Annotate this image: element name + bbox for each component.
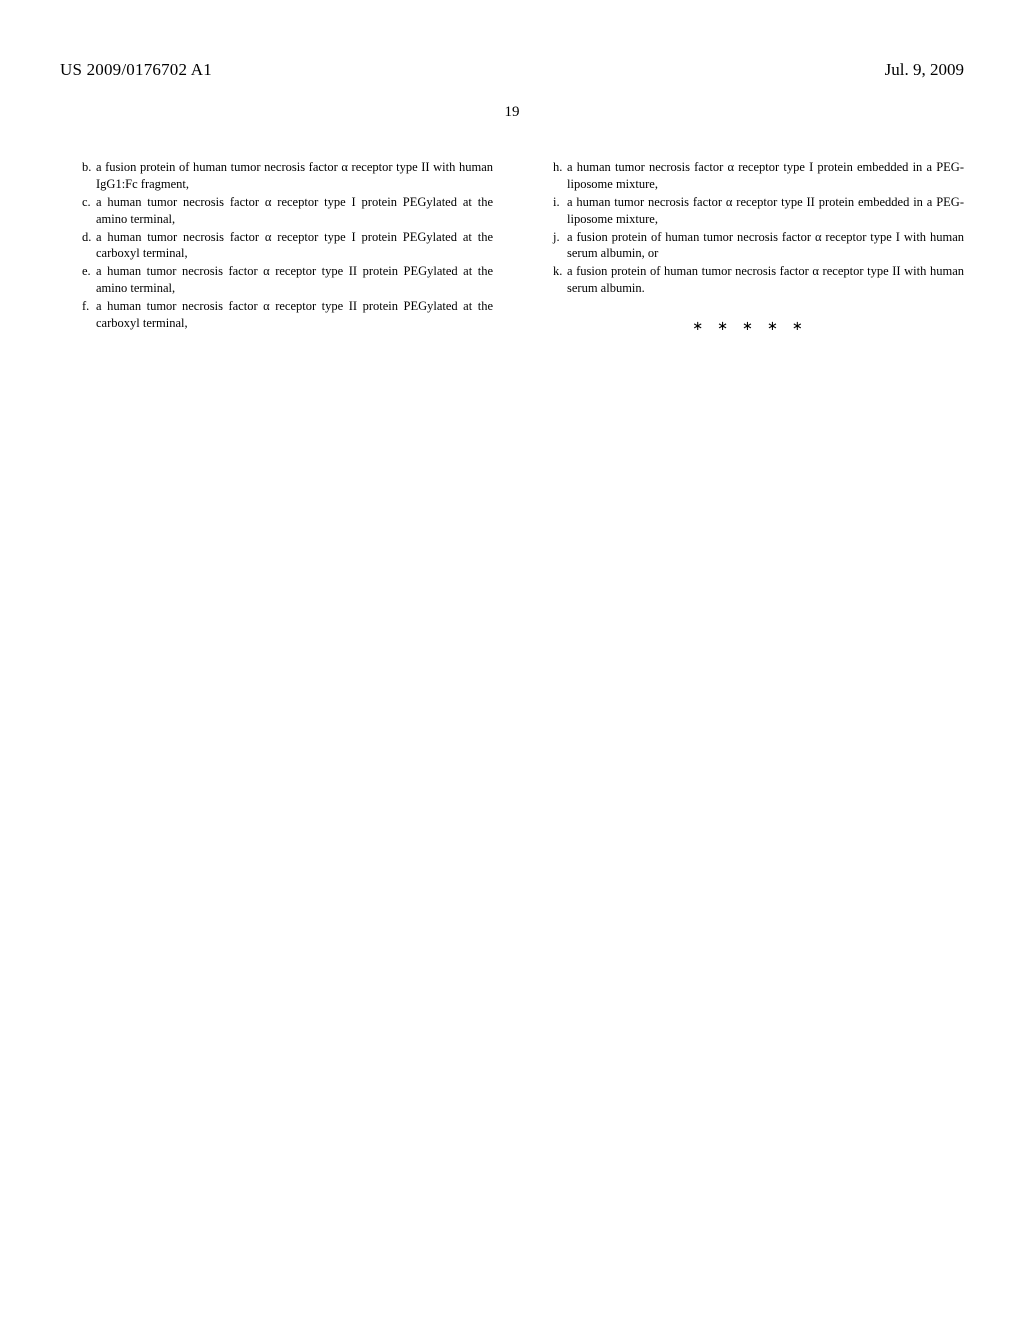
- list-item: i. a human tumor necrosis factor α recep…: [531, 194, 964, 228]
- list-item: e. a human tumor necrosis factor α recep…: [60, 263, 493, 297]
- list-item: j. a fusion protein of human tumor necro…: [531, 229, 964, 263]
- item-label: i.: [553, 194, 567, 228]
- item-text: a human tumor necrosis factor α receptor…: [96, 298, 493, 332]
- item-label: c.: [82, 194, 96, 228]
- item-label: k.: [553, 263, 567, 297]
- item-text: a fusion protein of human tumor necrosis…: [567, 263, 964, 297]
- publication-number: US 2009/0176702 A1: [60, 60, 212, 80]
- list-item: c. a human tumor necrosis factor α recep…: [60, 194, 493, 228]
- left-column: b. a fusion protein of human tumor necro…: [60, 159, 493, 335]
- list-item: k. a fusion protein of human tumor necro…: [531, 263, 964, 297]
- item-text: a human tumor necrosis factor α receptor…: [567, 194, 964, 228]
- publication-date: Jul. 9, 2009: [885, 60, 964, 80]
- list-item: f. a human tumor necrosis factor α recep…: [60, 298, 493, 332]
- item-text: a fusion protein of human tumor necrosis…: [96, 159, 493, 193]
- list-item: d. a human tumor necrosis factor α recep…: [60, 229, 493, 263]
- item-label: b.: [82, 159, 96, 193]
- item-text: a human tumor necrosis factor α receptor…: [567, 159, 964, 193]
- item-text: a human tumor necrosis factor α receptor…: [96, 229, 493, 263]
- item-text: a fusion protein of human tumor necrosis…: [567, 229, 964, 263]
- item-text: a human tumor necrosis factor α receptor…: [96, 194, 493, 228]
- page-number: 19: [60, 104, 964, 121]
- item-label: h.: [553, 159, 567, 193]
- item-label: j.: [553, 229, 567, 263]
- item-text: a human tumor necrosis factor α receptor…: [96, 263, 493, 297]
- content-columns: b. a fusion protein of human tumor necro…: [60, 159, 964, 335]
- end-marks: ∗∗∗∗∗: [531, 317, 964, 335]
- item-label: d.: [82, 229, 96, 263]
- list-item: b. a fusion protein of human tumor necro…: [60, 159, 493, 193]
- item-label: f.: [82, 298, 96, 332]
- item-label: e.: [82, 263, 96, 297]
- document-header: US 2009/0176702 A1 Jul. 9, 2009: [60, 60, 964, 80]
- list-item: h. a human tumor necrosis factor α recep…: [531, 159, 964, 193]
- right-column: h. a human tumor necrosis factor α recep…: [531, 159, 964, 335]
